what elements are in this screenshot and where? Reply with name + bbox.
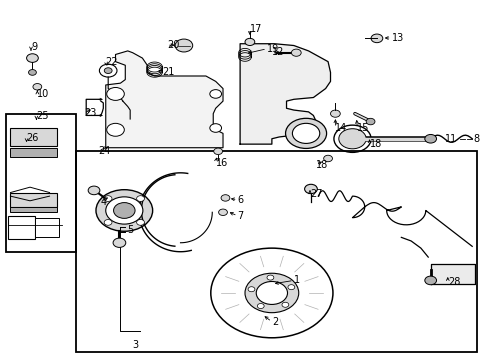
Text: 9: 9 xyxy=(31,42,37,52)
Text: 19: 19 xyxy=(267,44,279,54)
Circle shape xyxy=(282,302,289,307)
Text: 21: 21 xyxy=(162,67,174,77)
Circle shape xyxy=(106,197,143,224)
Text: 25: 25 xyxy=(36,111,49,121)
Circle shape xyxy=(33,84,42,90)
Circle shape xyxy=(245,273,299,313)
Text: 6: 6 xyxy=(238,195,244,205)
Circle shape xyxy=(88,186,100,195)
Bar xyxy=(76,151,477,352)
Polygon shape xyxy=(106,51,223,148)
Text: 20: 20 xyxy=(167,40,179,50)
Circle shape xyxy=(210,90,221,98)
Circle shape xyxy=(305,184,318,194)
Text: 28: 28 xyxy=(448,277,460,287)
Circle shape xyxy=(366,118,375,125)
Circle shape xyxy=(288,285,295,290)
Circle shape xyxy=(175,39,193,52)
Text: 1: 1 xyxy=(294,275,300,285)
Circle shape xyxy=(256,282,288,305)
Circle shape xyxy=(425,276,437,285)
Bar xyxy=(8,216,35,239)
Circle shape xyxy=(371,34,383,42)
Circle shape xyxy=(324,155,332,162)
Bar xyxy=(5,114,76,252)
Circle shape xyxy=(214,148,222,154)
Circle shape xyxy=(293,123,320,143)
Text: 7: 7 xyxy=(238,211,244,221)
Circle shape xyxy=(28,69,36,75)
Text: 13: 13 xyxy=(392,33,404,43)
Text: 3: 3 xyxy=(132,340,138,350)
Text: 2: 2 xyxy=(272,317,278,327)
Circle shape xyxy=(26,54,38,62)
Text: 18: 18 xyxy=(316,160,328,170)
Bar xyxy=(35,218,59,237)
Text: 24: 24 xyxy=(98,145,111,156)
Circle shape xyxy=(104,196,112,202)
Text: 18: 18 xyxy=(369,139,382,149)
Circle shape xyxy=(248,287,255,292)
Text: 22: 22 xyxy=(106,57,118,67)
Circle shape xyxy=(96,190,153,231)
Circle shape xyxy=(210,124,221,132)
Text: 11: 11 xyxy=(445,134,458,144)
Circle shape xyxy=(425,134,437,143)
Text: 17: 17 xyxy=(250,24,262,34)
Text: 5: 5 xyxy=(127,225,133,235)
Circle shape xyxy=(137,196,145,202)
Circle shape xyxy=(257,303,264,309)
Text: 14: 14 xyxy=(335,123,347,133)
Text: 4: 4 xyxy=(101,197,107,207)
Text: 8: 8 xyxy=(474,134,480,144)
Circle shape xyxy=(113,238,126,247)
Circle shape xyxy=(245,39,255,45)
Text: 16: 16 xyxy=(216,158,228,168)
Bar xyxy=(10,148,57,157)
Circle shape xyxy=(107,87,124,100)
Circle shape xyxy=(339,129,366,149)
Bar xyxy=(10,207,57,212)
Bar xyxy=(10,128,57,146)
Circle shape xyxy=(219,209,227,216)
Circle shape xyxy=(292,49,301,56)
Circle shape xyxy=(137,220,145,225)
Polygon shape xyxy=(240,44,331,144)
Polygon shape xyxy=(431,264,475,284)
Circle shape xyxy=(211,248,333,338)
Circle shape xyxy=(267,275,274,280)
Text: 10: 10 xyxy=(37,89,49,99)
Circle shape xyxy=(99,64,117,77)
Text: 27: 27 xyxy=(310,189,322,199)
Text: 23: 23 xyxy=(84,108,96,118)
Text: 12: 12 xyxy=(272,47,284,57)
Circle shape xyxy=(107,123,124,136)
Circle shape xyxy=(104,68,112,73)
Bar xyxy=(10,193,57,207)
Circle shape xyxy=(114,203,135,219)
Circle shape xyxy=(104,220,112,225)
Circle shape xyxy=(286,118,327,148)
Text: 15: 15 xyxy=(357,123,370,133)
Circle shape xyxy=(331,110,340,117)
Circle shape xyxy=(221,195,230,201)
Text: 26: 26 xyxy=(26,133,39,143)
